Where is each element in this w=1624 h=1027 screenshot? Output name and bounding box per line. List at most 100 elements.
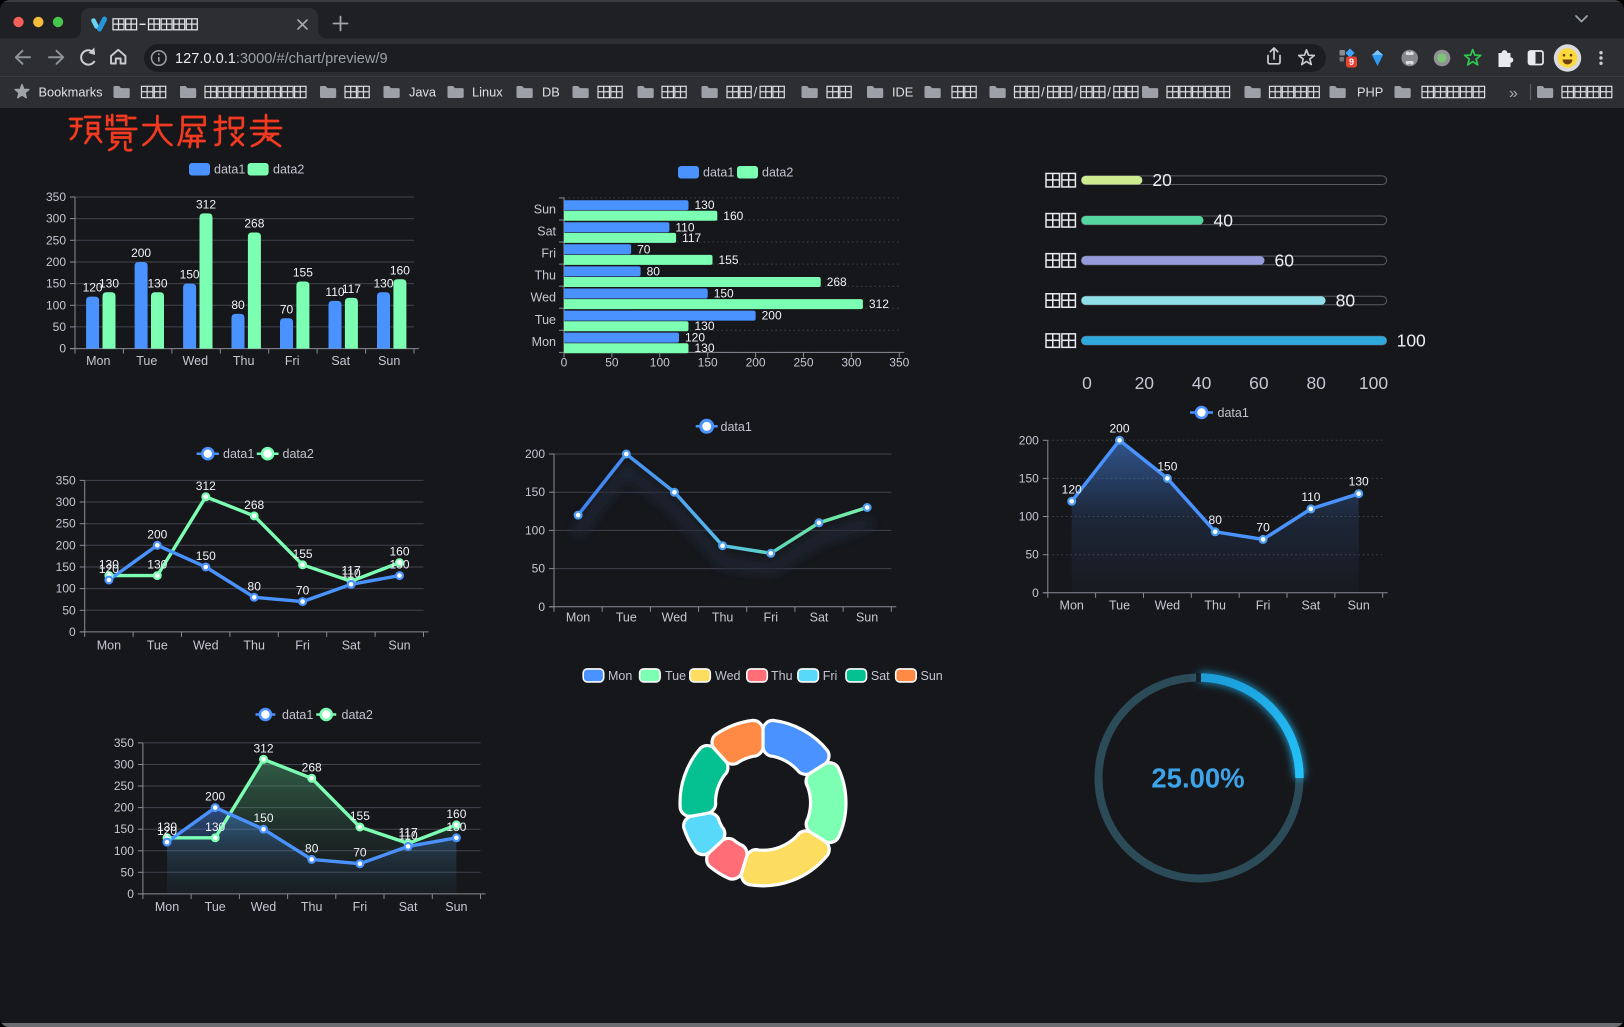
svg-text:130: 130 (695, 198, 715, 212)
svg-text:150: 150 (525, 485, 545, 499)
svg-text:»: » (1509, 85, 1518, 102)
svg-text:150: 150 (114, 822, 134, 836)
svg-text:268: 268 (244, 498, 264, 512)
svg-text:Fri: Fri (353, 900, 368, 914)
svg-text:80: 80 (231, 298, 245, 312)
svg-text:312: 312 (253, 741, 273, 755)
svg-text:80: 80 (647, 264, 661, 278)
svg-text:50: 50 (605, 356, 619, 370)
svg-text:/: / (1074, 85, 1078, 100)
svg-text:Mon: Mon (155, 900, 179, 914)
svg-text:312: 312 (869, 297, 889, 311)
svg-text:200: 200 (46, 255, 66, 269)
svg-text:0: 0 (127, 887, 134, 901)
svg-text:100: 100 (650, 356, 670, 370)
svg-text:Tue: Tue (616, 611, 637, 625)
svg-text:117: 117 (342, 282, 361, 296)
svg-text:Tue: Tue (136, 354, 157, 368)
svg-text:250: 250 (114, 779, 134, 793)
svg-text:data2: data2 (283, 447, 314, 461)
svg-text:200: 200 (147, 527, 167, 541)
svg-text:117: 117 (342, 563, 361, 577)
svg-text:120: 120 (1062, 482, 1082, 496)
svg-text:Wed: Wed (193, 639, 219, 653)
svg-text:100: 100 (525, 523, 545, 537)
svg-text:Tue: Tue (205, 900, 226, 914)
svg-text:120: 120 (99, 562, 119, 576)
svg-text:Mon: Mon (97, 639, 121, 653)
svg-text:Thu: Thu (712, 611, 734, 625)
svg-text:data1: data1 (1218, 406, 1249, 420)
svg-text:40: 40 (1214, 210, 1234, 230)
svg-text:Fri: Fri (295, 639, 310, 653)
svg-text:268: 268 (244, 217, 264, 231)
svg-text:80: 80 (1209, 513, 1223, 527)
svg-text:350: 350 (46, 190, 66, 204)
svg-text:150: 150 (180, 268, 200, 282)
svg-text:Thu: Thu (534, 269, 556, 283)
svg-text:155: 155 (719, 253, 739, 267)
svg-text:IDE: IDE (892, 85, 913, 100)
svg-text:160: 160 (389, 545, 409, 559)
svg-text:0: 0 (69, 625, 76, 639)
svg-text:Thu: Thu (243, 639, 265, 653)
svg-text:150: 150 (56, 560, 76, 574)
svg-text:300: 300 (56, 495, 76, 509)
svg-text:Java: Java (409, 85, 437, 100)
svg-text:0: 0 (1032, 586, 1039, 600)
svg-text:80: 80 (305, 841, 319, 855)
svg-text:Mon: Mon (608, 669, 632, 683)
svg-text:70: 70 (280, 302, 294, 316)
svg-text:200: 200 (1109, 421, 1129, 435)
svg-text:Sun: Sun (921, 669, 943, 683)
svg-text:PHP: PHP (1357, 85, 1383, 100)
svg-text:Sun: Sun (856, 611, 878, 625)
svg-text:200: 200 (762, 309, 782, 323)
svg-text:data2: data2 (273, 163, 304, 177)
svg-text:250: 250 (56, 517, 76, 531)
svg-text:Sat: Sat (342, 639, 361, 653)
svg-text:130: 130 (1349, 475, 1369, 489)
svg-text:312: 312 (196, 479, 216, 493)
svg-text:100: 100 (114, 844, 134, 858)
svg-text:300: 300 (114, 758, 134, 772)
svg-text:312: 312 (196, 197, 216, 211)
svg-text:0: 0 (1082, 373, 1092, 393)
svg-text:70: 70 (1256, 520, 1270, 534)
svg-text:200: 200 (56, 538, 76, 552)
svg-text:110: 110 (399, 828, 418, 842)
svg-text:268: 268 (302, 760, 322, 774)
svg-text:0: 0 (538, 600, 545, 614)
svg-text:Mon: Mon (532, 335, 556, 349)
svg-text:/: / (1107, 85, 1111, 100)
svg-text:Thu: Thu (771, 669, 793, 683)
svg-text:40: 40 (1192, 373, 1212, 393)
svg-text:/: / (1041, 85, 1045, 100)
svg-text:Sat: Sat (871, 669, 890, 683)
svg-text:50: 50 (53, 320, 67, 334)
svg-text:130: 130 (373, 276, 393, 290)
svg-text:350: 350 (889, 356, 909, 370)
svg-text:160: 160 (723, 209, 743, 223)
svg-text:Bookmarks: Bookmarks (39, 85, 103, 100)
svg-text:Fri: Fri (541, 247, 556, 261)
svg-text:Fri: Fri (764, 611, 779, 625)
svg-text:Thu: Thu (1204, 599, 1226, 613)
svg-text:Wed: Wed (183, 354, 209, 368)
svg-text:Sat: Sat (537, 225, 556, 239)
svg-text:160: 160 (446, 807, 466, 821)
svg-text:100: 100 (46, 298, 66, 312)
svg-text:200: 200 (1019, 433, 1039, 447)
svg-text:80: 80 (1336, 291, 1356, 311)
svg-text:130: 130 (147, 558, 167, 572)
svg-text:DB: DB (542, 85, 560, 100)
svg-text:110: 110 (325, 285, 344, 299)
svg-text:200: 200 (746, 356, 766, 370)
svg-text:130: 130 (695, 319, 715, 333)
svg-text:350: 350 (114, 736, 134, 750)
svg-text:Sun: Sun (378, 354, 400, 368)
svg-text:Sat: Sat (399, 900, 418, 914)
svg-text:20: 20 (1152, 170, 1172, 190)
svg-text:200: 200 (114, 801, 134, 815)
svg-text:50: 50 (1025, 548, 1039, 562)
